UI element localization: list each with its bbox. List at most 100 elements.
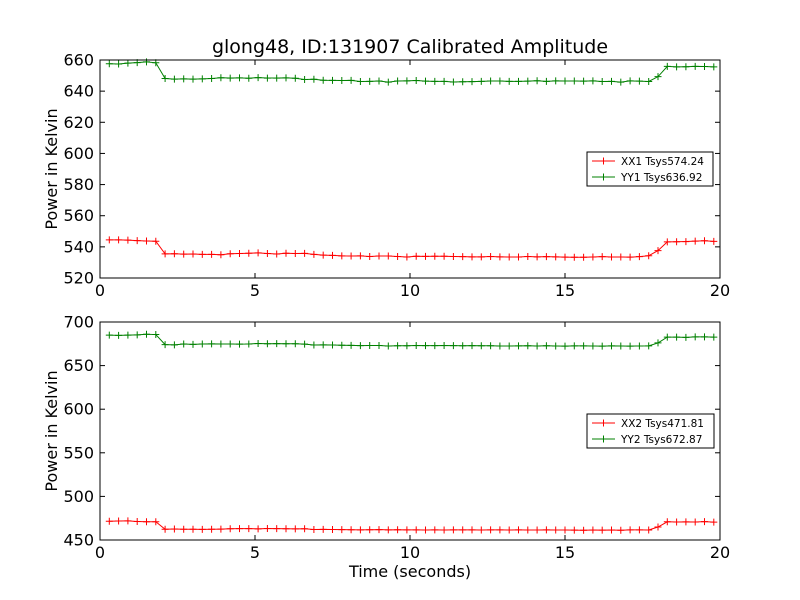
- data-point: [431, 526, 439, 534]
- data-point: [431, 252, 439, 260]
- data-point: [161, 525, 169, 533]
- data-point: [496, 253, 504, 261]
- y-tick-label: 500: [63, 487, 94, 506]
- data-point: [580, 342, 588, 350]
- data-point: [347, 341, 355, 349]
- data-point: [254, 525, 262, 533]
- y-axis-label: Power in Kelvin: [42, 370, 61, 491]
- series-xx-group: [105, 236, 718, 261]
- data-point: [282, 74, 290, 82]
- data-point: [329, 251, 336, 259]
- data-point: [245, 74, 253, 82]
- y-tick-label: 560: [63, 206, 94, 225]
- x-tick-label: 15: [555, 281, 575, 300]
- data-point: [236, 74, 243, 82]
- data-point: [263, 340, 271, 348]
- data-point: [347, 252, 355, 260]
- legend-swatch-marker: [600, 157, 607, 165]
- data-point: [552, 526, 560, 534]
- data-point: [515, 77, 522, 85]
- data-point: [170, 341, 178, 349]
- data-point: [180, 250, 188, 258]
- data-point: [422, 342, 429, 350]
- data-point: [105, 331, 113, 339]
- data-point: [236, 525, 243, 533]
- data-point: [291, 74, 299, 82]
- data-point: [152, 331, 160, 339]
- data-point: [133, 331, 141, 339]
- data-point: [487, 253, 495, 261]
- data-point: [236, 250, 243, 258]
- data-point: [515, 342, 522, 350]
- data-point: [663, 518, 671, 526]
- data-point: [515, 526, 522, 534]
- data-point: [198, 340, 206, 348]
- data-point: [217, 340, 225, 348]
- data-point: [208, 525, 216, 533]
- data-point: [626, 77, 634, 85]
- data-point: [394, 253, 402, 261]
- data-point: [143, 518, 150, 526]
- data-point: [133, 518, 141, 526]
- data-point: [561, 526, 569, 534]
- y-tick-label: 620: [63, 113, 94, 132]
- data-point: [710, 518, 718, 526]
- data-point: [301, 525, 309, 533]
- data-point: [105, 236, 113, 244]
- data-point: [533, 77, 541, 85]
- data-point: [180, 340, 188, 348]
- data-point: [254, 74, 262, 82]
- data-point: [152, 237, 160, 245]
- data-point: [375, 526, 383, 534]
- x-tick-label: 5: [250, 281, 260, 300]
- legend-box: [586, 151, 714, 187]
- data-point: [431, 77, 439, 85]
- data-point: [673, 63, 681, 71]
- data-point: [329, 341, 336, 349]
- data-point: [542, 253, 550, 261]
- data-point: [524, 77, 532, 85]
- data-point: [459, 78, 467, 86]
- data-point: [115, 331, 123, 339]
- data-point: [505, 77, 513, 85]
- data-point: [477, 342, 485, 350]
- data-point: [319, 341, 327, 349]
- data-point: [180, 75, 188, 83]
- y-tick-label: 550: [63, 443, 94, 462]
- data-point: [226, 250, 234, 258]
- data-point: [189, 75, 197, 83]
- data-point: [152, 518, 160, 526]
- data-point: [654, 523, 662, 531]
- data-point: [198, 75, 206, 83]
- data-point: [505, 342, 513, 350]
- data-point: [273, 340, 281, 348]
- data-point: [208, 75, 216, 83]
- y-tick-label: 450: [63, 531, 94, 550]
- data-point: [561, 253, 569, 261]
- data-point: [468, 526, 476, 534]
- series-yy-group: [105, 58, 718, 86]
- legend-entry-label: YY1 Tsys636.92: [620, 172, 702, 184]
- data-point: [375, 77, 383, 85]
- data-point: [282, 525, 290, 533]
- data-point: [273, 74, 281, 82]
- data-point: [701, 237, 708, 245]
- data-point: [682, 63, 690, 71]
- data-point: [552, 77, 560, 85]
- data-point: [570, 526, 578, 534]
- data-point: [710, 333, 718, 341]
- data-point: [422, 252, 429, 260]
- data-point: [645, 526, 653, 534]
- data-point: [338, 77, 346, 85]
- legend: XX2 Tsys471.81 YY2 Tsys672.87: [586, 413, 715, 449]
- data-point: [561, 77, 569, 85]
- data-point: [366, 341, 374, 349]
- data-point: [115, 236, 123, 244]
- data-point: [617, 526, 625, 534]
- data-point: [282, 249, 290, 257]
- data-point: [673, 238, 681, 246]
- data-point: [375, 342, 383, 350]
- data-point: [291, 250, 299, 258]
- data-point: [356, 342, 364, 350]
- data-point: [552, 342, 560, 350]
